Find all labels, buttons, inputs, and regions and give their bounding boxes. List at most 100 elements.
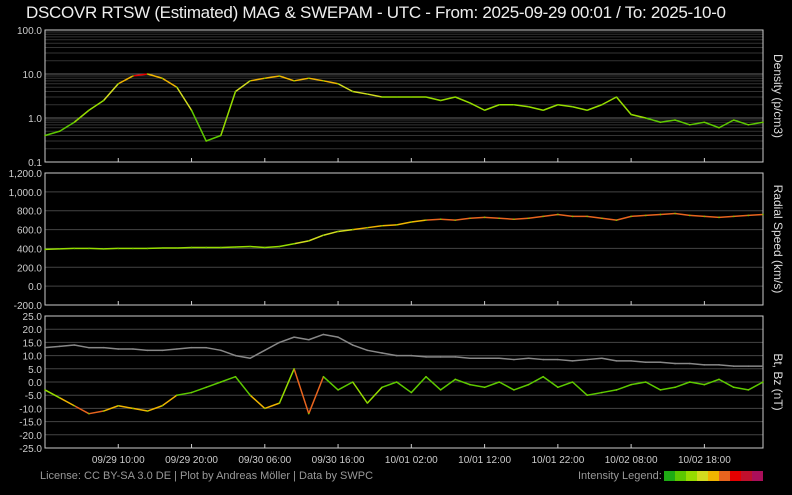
speed-line-segment bbox=[543, 213, 558, 218]
density-data-point bbox=[293, 80, 295, 82]
density-data-point bbox=[703, 121, 706, 124]
bz-data-point bbox=[88, 412, 90, 415]
speed-data-point bbox=[688, 214, 691, 217]
y-tick-label: 0.0 bbox=[28, 378, 42, 389]
density-data-point bbox=[644, 117, 647, 119]
bz-line-segment bbox=[264, 402, 280, 410]
density-data-point bbox=[88, 109, 90, 112]
bt-data-point bbox=[542, 358, 545, 361]
bz-data-point bbox=[659, 389, 662, 391]
bt-data-point bbox=[644, 361, 647, 364]
density-line-segment bbox=[264, 75, 280, 80]
density-data-point bbox=[249, 80, 251, 82]
bz-line-segment bbox=[308, 376, 325, 414]
bz-data-point bbox=[644, 381, 647, 383]
bt-line-segment bbox=[132, 348, 148, 352]
density-line-segment bbox=[220, 91, 237, 136]
density-data-point bbox=[732, 119, 735, 121]
y-tick-label: 1,200.0 bbox=[9, 169, 43, 180]
bt-data-point bbox=[557, 358, 559, 361]
bt-data-point bbox=[366, 349, 369, 352]
bz-data-point bbox=[307, 412, 310, 415]
bz-line-segment bbox=[645, 381, 661, 391]
density-line-segment bbox=[586, 104, 603, 111]
density-data-point bbox=[278, 75, 281, 77]
bt-line-segment bbox=[220, 349, 236, 357]
speed-data-point bbox=[439, 218, 442, 220]
speed-line-segment bbox=[440, 218, 456, 221]
bz-line-segment bbox=[103, 405, 119, 412]
bz-data-point bbox=[146, 410, 149, 412]
speed-data-point bbox=[322, 234, 325, 237]
bz-data-point bbox=[498, 381, 501, 383]
intensity-legend-swatches bbox=[663, 471, 763, 481]
y-tick-label: 0.1 bbox=[28, 158, 42, 169]
speed-data-point bbox=[161, 247, 164, 249]
density-data-point bbox=[351, 90, 354, 93]
speed-line-segment bbox=[557, 213, 573, 218]
density-line-segment bbox=[279, 75, 295, 82]
density-data-point bbox=[381, 96, 383, 98]
speed-data-point bbox=[762, 213, 764, 216]
density-line-segment bbox=[645, 117, 661, 123]
bt-data-point bbox=[117, 348, 120, 350]
density-data-point bbox=[439, 99, 442, 102]
speed-data-point bbox=[58, 248, 61, 250]
bz-line-segment bbox=[484, 381, 500, 388]
speed-data-point bbox=[659, 213, 662, 216]
bz-data-point bbox=[351, 381, 354, 383]
y-tick-label: 15.0 bbox=[23, 338, 43, 349]
density-data-point bbox=[44, 134, 46, 137]
y-tick-label: 1.0 bbox=[28, 114, 42, 125]
footer-credits: License: CC BY-SA 3.0 DE | Plot by Andre… bbox=[40, 470, 374, 482]
speed-line-segment bbox=[748, 213, 764, 217]
bz-line-segment bbox=[176, 391, 192, 396]
bz-data-point bbox=[425, 375, 427, 378]
bz-line-segment bbox=[44, 389, 61, 399]
y-tick-label: 200.0 bbox=[17, 263, 42, 274]
speed-line-segment bbox=[718, 215, 734, 219]
x-tick-label: 09/30 16:00 bbox=[312, 455, 365, 466]
bz-line-segment bbox=[205, 381, 222, 388]
bz-data-point bbox=[542, 375, 545, 378]
density-data-point bbox=[762, 121, 764, 124]
bz-data-point bbox=[278, 402, 281, 404]
bz-line-segment bbox=[572, 381, 588, 396]
speed-data-point bbox=[176, 247, 178, 249]
plot-frame bbox=[44, 172, 764, 306]
density-line-segment bbox=[352, 90, 368, 95]
bz-data-point bbox=[293, 368, 295, 370]
speed-data-point bbox=[644, 214, 647, 217]
density-line-segment bbox=[59, 121, 75, 132]
bt-line-segment bbox=[660, 361, 676, 365]
bt-line-segment bbox=[689, 362, 705, 366]
bz-data-point bbox=[73, 404, 76, 407]
speed-line-segment bbox=[455, 217, 471, 221]
speed-data-point bbox=[190, 246, 193, 249]
density-line-segment bbox=[748, 121, 764, 126]
density-line-segment bbox=[557, 104, 573, 108]
density-data-point bbox=[659, 121, 662, 124]
y-axis-label: Density (p/cm3) bbox=[771, 54, 785, 138]
density-data-point bbox=[718, 126, 720, 129]
x-tick-label: 10/02 08:00 bbox=[605, 455, 658, 466]
speed-line-segment bbox=[484, 216, 500, 220]
bz-data-point bbox=[249, 394, 251, 397]
density-line-segment bbox=[308, 77, 324, 82]
speed-data-point bbox=[205, 246, 207, 249]
speed-data-point bbox=[351, 228, 354, 231]
density-line-segment bbox=[528, 106, 544, 111]
bt-line-segment bbox=[631, 360, 646, 363]
speed-data-point bbox=[483, 216, 486, 219]
speed-line-segment bbox=[587, 215, 602, 220]
bz-line-segment bbox=[293, 368, 310, 414]
bz-line-segment bbox=[601, 389, 617, 394]
bz-data-point bbox=[527, 383, 530, 386]
chart-title: DSCOVR RTSW (Estimated) MAG & SWEPAM - U… bbox=[26, 3, 726, 22]
bz-data-point bbox=[117, 404, 120, 407]
bz-data-point bbox=[44, 389, 46, 391]
density-data-point bbox=[161, 77, 164, 80]
bt-data-point bbox=[439, 356, 442, 358]
speed-line-segment bbox=[323, 230, 339, 236]
y-tick-label: 800.0 bbox=[17, 207, 42, 218]
